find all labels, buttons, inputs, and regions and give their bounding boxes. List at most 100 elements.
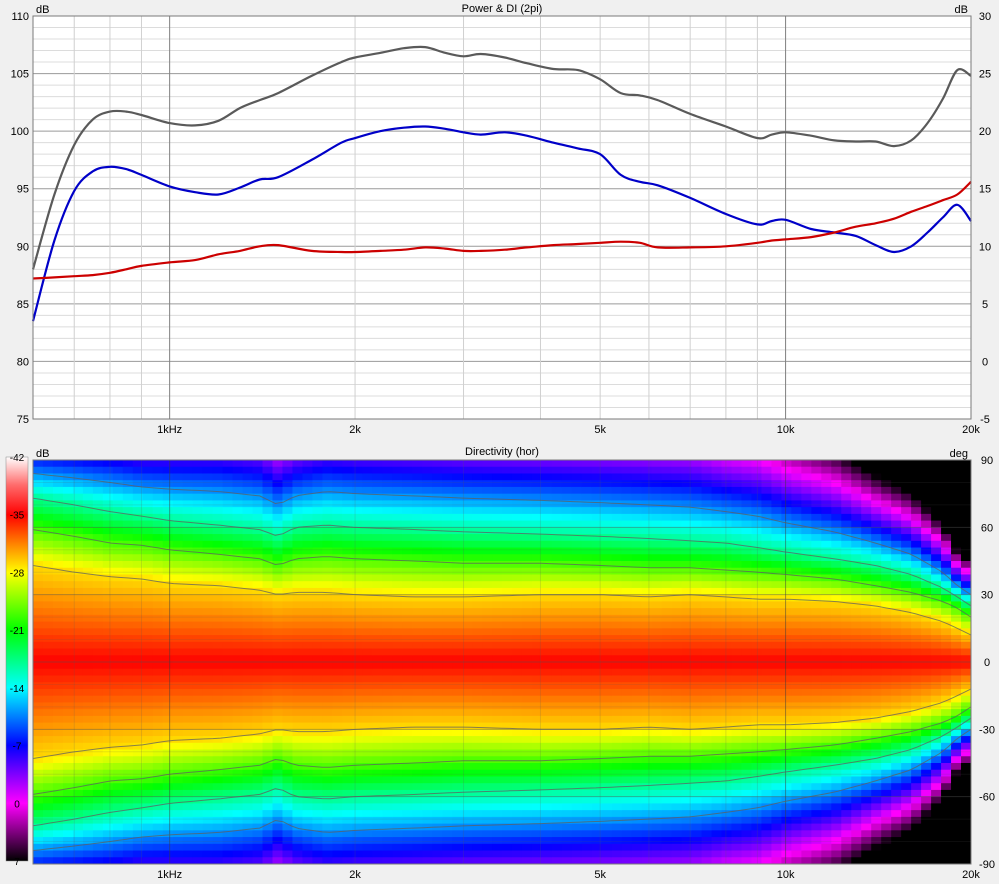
heatmap-cell xyxy=(232,621,244,629)
heatmap-cell xyxy=(601,561,613,569)
heatmap-cell xyxy=(571,803,583,811)
heatmap-cell xyxy=(172,682,184,690)
heatmap-cell xyxy=(152,587,164,596)
heatmap-cell xyxy=(841,742,852,751)
heatmap-cell xyxy=(571,520,583,528)
heatmap-cell xyxy=(152,702,164,710)
heatmap-cell xyxy=(42,729,54,737)
heatmap-cell xyxy=(92,709,104,717)
heatmap-cell xyxy=(302,662,314,670)
heatmap-cell xyxy=(641,635,653,643)
heatmap-cell xyxy=(162,850,174,858)
heatmap-cell xyxy=(242,756,254,764)
heatmap-cell xyxy=(342,480,353,488)
heatmap-cell xyxy=(611,534,623,542)
heatmap-cell xyxy=(581,513,593,522)
heatmap-cell xyxy=(531,816,543,825)
heatmap-cell xyxy=(472,789,483,798)
heatmap-cell xyxy=(711,749,723,757)
heatmap-cell xyxy=(162,594,174,602)
heatmap-cell xyxy=(671,830,683,838)
heatmap-cell xyxy=(432,554,443,562)
heatmap-cell xyxy=(212,608,224,616)
heatmap-cell xyxy=(402,635,413,643)
heatmap-cell xyxy=(422,729,433,737)
heatmap-cell xyxy=(452,648,463,656)
heatmap-cell xyxy=(402,567,413,576)
heatmap-cell xyxy=(661,567,673,576)
heatmap-cell xyxy=(412,520,423,528)
heatmap-cell xyxy=(721,621,733,629)
heatmap-cell xyxy=(372,641,383,650)
heatmap-cell xyxy=(541,513,553,522)
heatmap-cell xyxy=(302,628,314,636)
heatmap-cell xyxy=(731,823,743,831)
heatmap-cell xyxy=(52,480,64,488)
heatmap-cell xyxy=(342,823,353,831)
heatmap-cell xyxy=(272,702,284,710)
heatmap-cell xyxy=(392,561,403,569)
heatmap-cell xyxy=(821,594,832,602)
heatmap-cell xyxy=(821,500,832,508)
heatmap-cell xyxy=(671,641,683,650)
heatmap-cell xyxy=(262,783,274,791)
heatmap-cell xyxy=(62,783,74,791)
heatmap-cell xyxy=(352,769,363,778)
heatmap-cell xyxy=(62,608,74,616)
heatmap-cell xyxy=(272,769,284,778)
heatmap-cell xyxy=(751,715,763,724)
heatmap-cell xyxy=(342,756,353,764)
heatmap-cell xyxy=(33,473,44,481)
heatmap-cell xyxy=(402,648,413,656)
heatmap-cell xyxy=(372,628,383,636)
heatmap-cell xyxy=(52,561,64,569)
heatmap-cell xyxy=(382,668,393,677)
heatmap-cell xyxy=(511,460,523,468)
heatmap-cell xyxy=(362,742,373,751)
heatmap-cell xyxy=(681,473,693,481)
heatmap-cell xyxy=(212,486,224,495)
heatmap-cell xyxy=(771,668,783,677)
heatmap-cell xyxy=(561,574,573,582)
heatmap-cell xyxy=(571,749,583,757)
heatmap-cell xyxy=(242,783,254,791)
heatmap-cell xyxy=(442,722,453,730)
heatmap-cell xyxy=(821,830,832,838)
heatmap-cell xyxy=(502,655,513,663)
heatmap-cell xyxy=(492,520,503,528)
heatmap-cell xyxy=(631,675,643,683)
heatmap-cell xyxy=(302,783,314,791)
heatmap-cell xyxy=(52,473,64,481)
heatmap-cell xyxy=(302,513,314,522)
heatmap-cell xyxy=(322,540,333,549)
heatmap-cell xyxy=(312,540,323,549)
heatmap-cell xyxy=(362,662,373,670)
heatmap-cell xyxy=(711,513,723,522)
heatmap-cell xyxy=(611,776,623,784)
heatmap-cell xyxy=(691,473,703,481)
heatmap-cell xyxy=(132,540,144,549)
heatmap-cell xyxy=(671,635,683,643)
heatmap-cell xyxy=(262,668,274,677)
heatmap-cell xyxy=(82,736,94,744)
heatmap-cell xyxy=(751,702,763,710)
heatmap-cell xyxy=(482,837,493,845)
y-tick-label: 105 xyxy=(11,69,29,81)
heatmap-cell xyxy=(372,500,383,508)
heatmap-cell xyxy=(402,715,413,724)
heatmap-cell xyxy=(791,581,802,589)
heatmap-cell xyxy=(332,823,343,831)
heatmap-cell xyxy=(621,736,633,744)
heatmap-cell xyxy=(591,857,603,864)
heatmap-cell xyxy=(541,816,553,825)
heatmap-cell xyxy=(392,567,403,576)
heatmap-cell xyxy=(262,513,274,522)
heatmap-cell xyxy=(462,729,473,737)
heatmap-cell xyxy=(671,675,683,683)
heatmap-cell xyxy=(651,709,663,717)
heatmap-cell xyxy=(711,695,723,703)
heatmap-cell xyxy=(172,567,184,576)
heatmap-cell xyxy=(841,682,852,690)
heatmap-cell xyxy=(482,500,493,508)
heatmap-cell xyxy=(162,810,174,818)
